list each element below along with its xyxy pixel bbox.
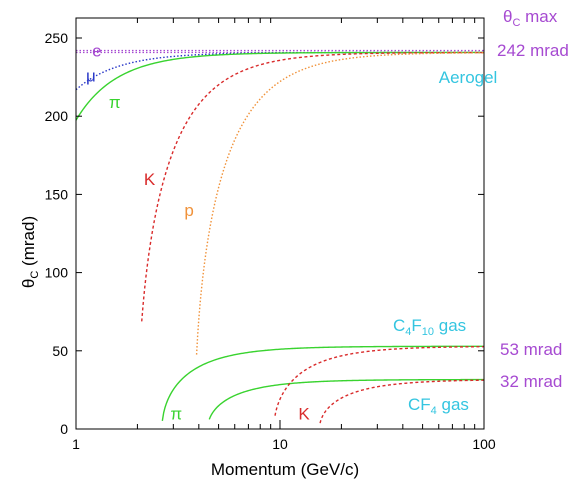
plot-frame <box>75 17 485 430</box>
theta-max-tail: max <box>520 7 557 26</box>
label-K-gas: K <box>298 404 310 423</box>
label-mu: μ <box>86 67 96 86</box>
curve-aerogel-mu <box>75 51 484 91</box>
y-tick-label-0: 0 <box>60 421 68 437</box>
theta-max-label: θC max <box>503 7 558 29</box>
y-axis-title-main: θ <box>19 279 38 288</box>
c4f10-value-label: 53 mrad <box>500 340 562 359</box>
c4f10-f: F <box>411 316 421 335</box>
x-tick-label-100: 100 <box>472 436 496 452</box>
curve-c4f10-k <box>274 345 485 416</box>
label-pi-aero: π <box>109 93 121 112</box>
c4f10-sub-10: 10 <box>422 326 434 338</box>
label-K-aero: K <box>144 170 156 189</box>
y-tick-label-50: 50 <box>52 343 68 359</box>
c4f10-sub-4: 4 <box>405 326 411 338</box>
cf4-value-label: 32 mrad <box>500 372 562 391</box>
x-tick-label-1: 1 <box>72 436 80 452</box>
curve-cf4-k <box>319 379 485 424</box>
label-pi-gas: π <box>170 404 182 423</box>
x-axis-title: Momentum (GeV/c) <box>211 460 359 479</box>
curve-aerogel-p <box>195 52 485 355</box>
radiator-label-aerogel: Aerogel <box>439 68 498 87</box>
y-tick-label-100: 100 <box>45 265 69 281</box>
curve-c4f10-pi <box>161 345 484 422</box>
cf4-sub-4: 4 <box>431 405 437 417</box>
axis-ticks: 0 50 100 150 200 250 1 10 100 <box>45 18 496 452</box>
y-axis-title: θC (mrad) <box>19 216 41 288</box>
radiator-label-cf4: CF4 gas <box>408 395 469 417</box>
radiator-label-c4f10: C4F10 gas <box>393 316 466 338</box>
y-tick-label-200: 200 <box>45 108 69 124</box>
curve-aerogel-pi <box>75 51 485 121</box>
cf4-gas: gas <box>437 395 469 414</box>
max-value-label: 242 mrad <box>497 41 569 60</box>
theta-max-main: θ <box>503 7 512 26</box>
y-tick-label-150: 150 <box>45 186 69 202</box>
cf4-cf: CF <box>408 395 431 414</box>
curve-cf4-pi <box>208 378 484 420</box>
c4f10-c: C <box>393 316 405 335</box>
y-axis-title-tail: (mrad) <box>19 216 38 271</box>
y-tick-label-250: 250 <box>45 30 69 46</box>
x-tick-label-10: 10 <box>272 436 288 452</box>
label-e: e <box>92 42 101 61</box>
c4f10-gas: gas <box>434 316 466 335</box>
y-axis-title-sub: C <box>29 271 41 279</box>
curves-layer <box>75 51 485 424</box>
theta-max-sub: C <box>512 17 520 29</box>
curve-aerogel-k <box>141 51 484 322</box>
label-p-aero: p <box>184 201 193 220</box>
